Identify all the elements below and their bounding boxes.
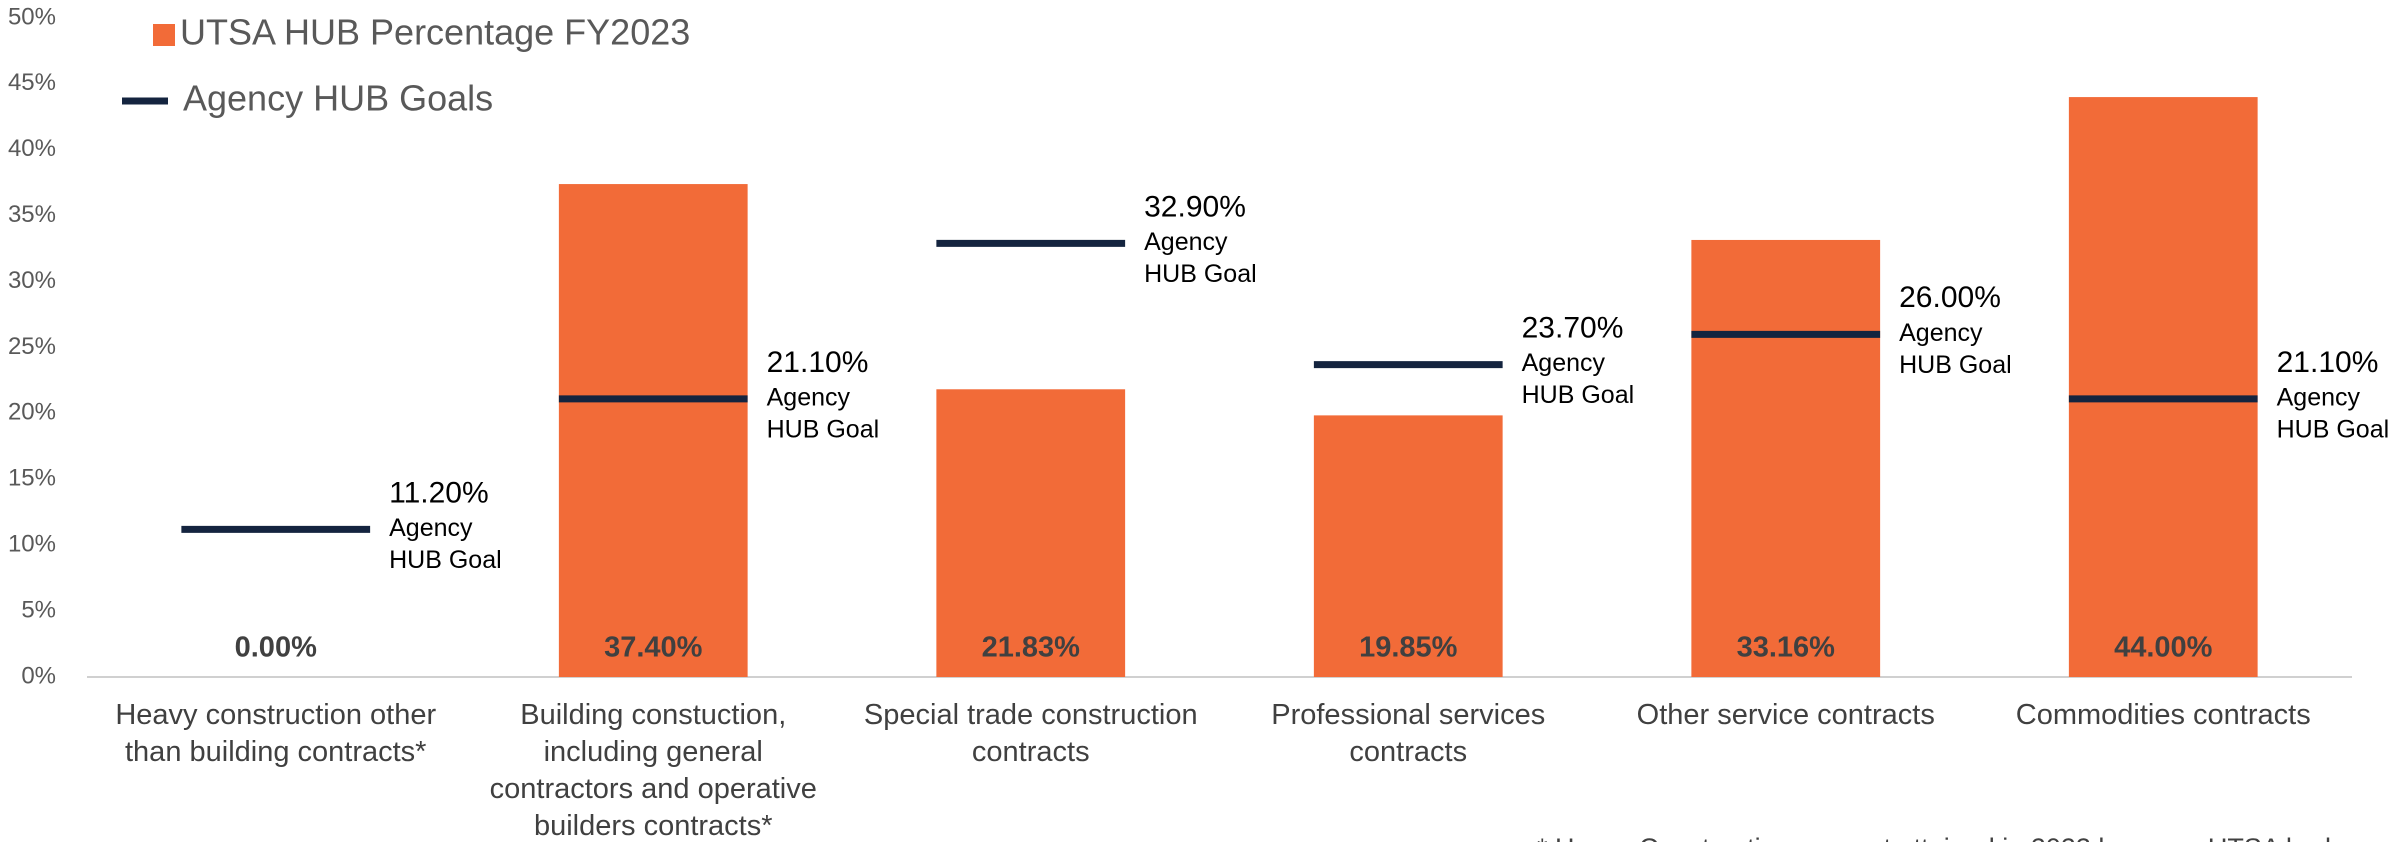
bar-value-label: 21.83% <box>982 632 1081 664</box>
y-tick-label: 20% <box>8 399 56 426</box>
goal-note: Agency <box>1522 349 1606 377</box>
y-tick-label: 5% <box>21 596 56 623</box>
goal-note: HUB Goal <box>2277 416 2390 444</box>
goal-note: Agency <box>1144 228 1228 256</box>
y-tick-label: 45% <box>8 69 56 96</box>
bar-value-label: 37.40% <box>604 632 703 664</box>
goal-note: Agency <box>2277 384 2361 412</box>
y-tick-label: 10% <box>8 531 56 558</box>
goal-value-label: 23.70% <box>1522 312 1624 345</box>
y-tick-label: 35% <box>8 201 56 228</box>
bar <box>1313 415 1503 677</box>
goal-note: HUB Goal <box>389 546 502 574</box>
x-tick-label: Commodities contracts <box>2015 699 2311 731</box>
x-tick-label: Other service contracts <box>1636 699 1935 731</box>
bar <box>2068 97 2258 677</box>
y-tick-label: 50% <box>8 3 56 30</box>
bar <box>558 184 748 677</box>
footnote: * Heavy Construction was not attained in… <box>1537 833 2331 842</box>
goal-value-label: 26.00% <box>1899 281 2001 314</box>
goal-note: Agency <box>389 514 473 542</box>
goal-note: HUB Goal <box>1144 260 1257 288</box>
legend-swatch <box>153 24 175 46</box>
goal-note: Agency <box>1899 319 1983 347</box>
goal-note: Agency <box>767 384 851 412</box>
legend-label: UTSA HUB Percentage FY2023 <box>180 12 690 53</box>
x-tick-label: Heavy construction other than building c… <box>115 699 437 768</box>
goal-note: HUB Goal <box>1899 351 2012 379</box>
goal-value-label: 21.10% <box>767 346 869 379</box>
x-tick-label: Special trade construction contracts <box>863 699 1198 768</box>
y-tick-label: 30% <box>8 267 56 294</box>
legend-label: Agency HUB Goals <box>183 78 493 119</box>
x-tick-label: Professional services contracts <box>1271 699 1546 768</box>
bar-value-label: 19.85% <box>1359 632 1458 664</box>
goal-note: HUB Goal <box>1522 381 1635 409</box>
bar <box>1691 239 1881 677</box>
goal-value-label: 21.10% <box>2277 346 2379 379</box>
bar-value-label: 33.16% <box>1737 632 1836 664</box>
y-tick-label: 25% <box>8 333 56 360</box>
goal-note: HUB Goal <box>767 416 880 444</box>
y-tick-label: 40% <box>8 135 56 162</box>
goal-value-label: 32.90% <box>1144 190 1246 223</box>
y-tick-label: 15% <box>8 465 56 492</box>
goal-value-label: 11.20% <box>389 476 489 509</box>
y-tick-label: 0% <box>21 662 56 689</box>
bar <box>936 389 1126 677</box>
bar-value-label: 44.00% <box>2114 632 2213 664</box>
x-tick-label: Building constuction, including general … <box>489 699 817 842</box>
bar-value-label: 0.00% <box>235 632 317 664</box>
